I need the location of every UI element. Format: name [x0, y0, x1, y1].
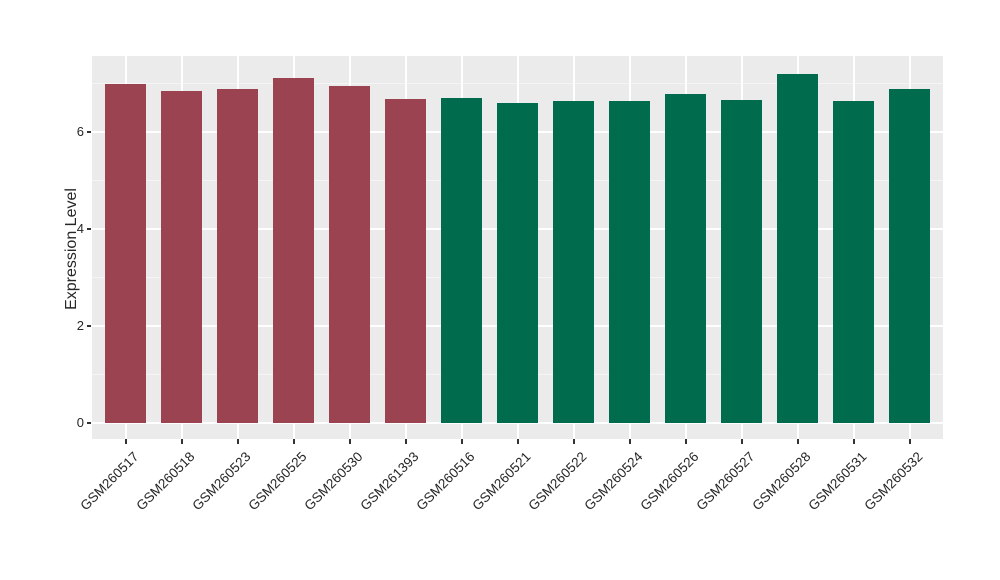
x-tick-mark-GSM260531 [852, 439, 855, 444]
y-tick-mark-2 [87, 325, 91, 327]
x-tick-mark-GSM260518 [180, 439, 183, 444]
y-tick-mark-0 [87, 422, 91, 424]
x-tick-mark-GSM260528 [796, 439, 799, 444]
y-tick-mark-6 [87, 131, 91, 133]
x-tick-mark-GSM260530 [348, 439, 351, 444]
x-tick-mark-GSM260523 [236, 439, 239, 444]
bar-GSM260518 [161, 90, 203, 423]
y-tick-label-4: 4 [76, 221, 84, 236]
bar-GSM260517 [105, 83, 147, 423]
plot-panel [92, 56, 943, 439]
x-tick-mark-GSM260526 [684, 439, 687, 444]
x-tick-mark-GSM260524 [628, 439, 631, 444]
x-tick-mark-GSM260525 [292, 439, 295, 444]
bar-GSM260524 [609, 100, 651, 423]
bar-GSM260516 [441, 98, 483, 423]
x-tick-mark-GSM260532 [908, 439, 911, 444]
bar-GSM260523 [217, 88, 259, 423]
x-tick-mark-GSM260521 [516, 439, 519, 444]
bar-GSM260527 [721, 99, 763, 423]
bar-GSM260530 [329, 86, 371, 423]
y-axis-title: Expression Level [63, 188, 80, 310]
bar-GSM260522 [553, 100, 595, 423]
bar-GSM260531 [833, 100, 875, 423]
bar-GSM260521 [497, 102, 539, 423]
x-tick-mark-GSM260522 [572, 439, 575, 444]
y-tick-label-2: 2 [76, 318, 84, 333]
y-tick-mark-4 [87, 228, 91, 230]
x-tick-mark-GSM260517 [124, 439, 127, 444]
x-tick-mark-GSM260516 [460, 439, 463, 444]
x-tick-mark-GSM260527 [740, 439, 743, 444]
bar-GSM260525 [273, 77, 315, 423]
x-tick-mark-GSM261393 [404, 439, 407, 444]
bar-GSM261393 [385, 98, 427, 423]
bar-GSM260528 [777, 73, 819, 423]
bar-GSM260532 [889, 88, 931, 423]
y-tick-label-0: 0 [76, 415, 84, 430]
bar-GSM260526 [665, 94, 707, 423]
y-tick-label-6: 6 [76, 124, 84, 139]
